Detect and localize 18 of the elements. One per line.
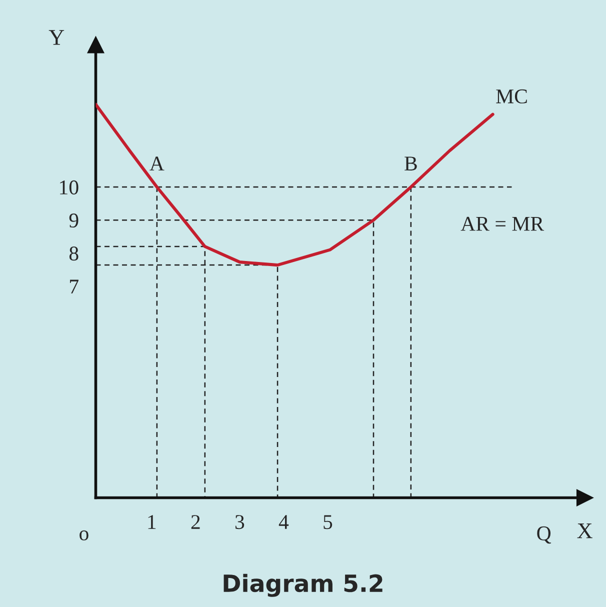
y-tick-label: 9 xyxy=(69,214,78,228)
annotation: B xyxy=(404,156,417,170)
y-tick-label: 7 xyxy=(70,280,78,294)
x-tick-label: 1 xyxy=(148,515,156,529)
x-tick-label: 5 xyxy=(324,515,332,530)
annotation: A xyxy=(150,156,164,170)
y-axis-title: Y xyxy=(48,30,64,45)
y-tick-label: 8 xyxy=(69,246,78,261)
y-tick-label: 10 xyxy=(60,180,78,194)
series-label: MC xyxy=(496,89,527,104)
text: Diagram 5.2 xyxy=(224,574,382,597)
x-tick-label: 2 xyxy=(191,515,200,529)
x-axis-title: X xyxy=(577,524,592,538)
text: o xyxy=(80,530,88,540)
text: Q xyxy=(537,526,551,544)
x-tick-label: 4 xyxy=(278,515,289,529)
annotation: AR = MR xyxy=(460,216,544,231)
x-tick-label: 3 xyxy=(235,515,244,530)
